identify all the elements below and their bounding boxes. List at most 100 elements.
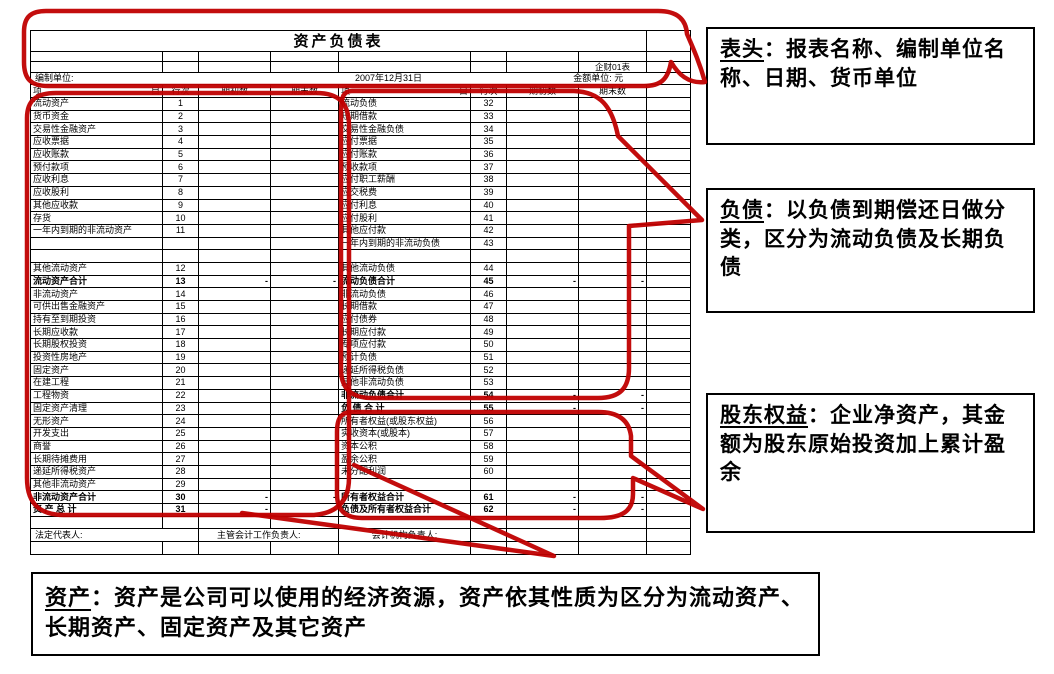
amount-cell	[270, 300, 339, 314]
currency-unit: 金额单位: 元	[506, 72, 691, 85]
line-no-cell: 36	[470, 147, 507, 162]
amount-cell	[198, 515, 271, 530]
amount-cell	[506, 515, 579, 530]
line-no-cell	[470, 249, 507, 263]
form-number-row: 企财01表	[30, 61, 692, 73]
table-row: 长期应收款 17 长期应付款 49	[30, 325, 692, 340]
table-row: 工程物资 22 非流动负债合计 54- -	[30, 388, 692, 403]
amount-cell	[577, 426, 648, 441]
amount-cell	[577, 363, 648, 378]
line-no-cell: 51	[470, 350, 507, 365]
line-no-column-header: 行次	[470, 84, 507, 98]
item-cell: 所有者权益合计	[338, 490, 471, 504]
table-row: 在建工程 21 其他非流动负债 53	[30, 376, 692, 390]
item-cell: 其他应付款	[338, 223, 471, 238]
item-cell: 流动资产	[30, 97, 163, 111]
extra-cell	[470, 528, 507, 543]
item-cell: 一年内到期的非流动负债	[338, 236, 471, 251]
begin-balance-column-header: 期初数	[198, 84, 271, 98]
amount-cell	[270, 426, 339, 441]
extra-cell	[646, 300, 692, 314]
line-no-cell	[162, 515, 199, 530]
amount-cell	[270, 312, 339, 327]
extra-cell	[646, 426, 692, 441]
amount-cell	[506, 363, 579, 378]
amount-cell	[577, 287, 648, 301]
line-no-cell: 13	[162, 274, 199, 289]
amount-cell	[270, 350, 339, 365]
amount-cell	[506, 376, 579, 390]
extra-cell	[646, 287, 692, 301]
amount-cell	[198, 135, 271, 149]
amount-cell	[270, 147, 339, 162]
amount-cell	[270, 185, 339, 200]
amount-cell	[506, 160, 579, 175]
table-row: 一年内到期的非流动负债 43	[30, 236, 692, 251]
amount-cell	[198, 173, 271, 187]
callout-term: 表头	[720, 38, 764, 61]
line-no-cell: 27	[162, 452, 199, 466]
callout-body: ：以负债到期偿还日做分类，区分为流动负债及长期负债	[720, 199, 1006, 280]
line-no-cell: 33	[470, 109, 507, 124]
callout-liabilities-note: 负债：以负债到期偿还日做分类，区分为流动负债及长期负债	[706, 188, 1035, 313]
amount-cell	[198, 223, 271, 238]
item-cell: 交易性金融负债	[338, 122, 471, 137]
line-no-cell: 58	[470, 439, 507, 454]
amount-cell	[198, 122, 271, 137]
table-row: 应收利息 7 应付职工薪酬 38	[30, 173, 692, 187]
line-no-cell: 15	[162, 300, 199, 314]
amount-cell	[270, 325, 339, 340]
amount-cell	[198, 109, 271, 124]
callout-body: ：报表名称、编制单位名称、日期、货币单位	[720, 38, 1006, 90]
line-no-cell: 9	[162, 198, 199, 213]
item-cell: 递延所得税资产	[30, 464, 163, 479]
item-cell: 应收票据	[30, 135, 163, 149]
line-no-cell: 60	[470, 464, 507, 479]
table-row: 资 产 总 计 31- - 负债及所有者权益合计 62- -	[30, 503, 692, 517]
line-no-cell: 12	[162, 261, 199, 276]
table-row: 无形资产 24 所有者权益(或股东权益) 56	[30, 414, 692, 428]
amount-cell	[270, 388, 339, 403]
amount-cell	[577, 312, 648, 327]
amount-cell	[577, 464, 648, 479]
extra-cell	[646, 173, 692, 187]
amount-cell	[506, 541, 579, 555]
callout-term: 资产	[45, 585, 92, 610]
item-cell: 其他非流动资产	[30, 477, 163, 492]
line-no-cell: 52	[470, 363, 507, 378]
item-cell: 开发支出	[30, 426, 163, 441]
callout-assets-note: 资产：资产是公司可以使用的经济资源，资产依其性质为区分为流动资产、长期资产、固定…	[31, 572, 820, 656]
item-cell	[338, 249, 471, 263]
item-cell: 预付款项	[30, 160, 163, 175]
amount-cell	[198, 198, 271, 213]
sheet-title: 资产负债表	[29, 30, 648, 52]
amount-cell	[506, 300, 579, 314]
line-no-cell: 59	[470, 452, 507, 466]
line-no-cell: 41	[470, 211, 507, 225]
item-cell: 资本公积	[338, 439, 471, 454]
line-no-cell: 56	[470, 414, 507, 428]
amount-cell	[270, 261, 339, 276]
extra-cell	[646, 236, 692, 251]
line-no-cell: 29	[162, 477, 199, 492]
extra-cell	[646, 198, 692, 213]
item-cell: 负 债 合 计	[338, 401, 471, 416]
extra-cell	[646, 135, 692, 149]
item-cell: 递延所得税负债	[338, 363, 471, 378]
form-number: 企财01表	[577, 61, 648, 73]
callout-term: 负债	[720, 199, 764, 222]
amount-cell	[577, 236, 648, 251]
line-no-cell: 5	[162, 147, 199, 162]
amount-cell	[506, 325, 579, 340]
item-cell: 长期借款	[338, 300, 471, 314]
line-no-cell: 19	[162, 350, 199, 365]
amount-cell	[506, 261, 579, 276]
amount-cell	[577, 325, 648, 340]
amount-cell	[198, 185, 271, 200]
line-no-cell	[162, 541, 199, 555]
extra-cell	[646, 363, 692, 378]
amount-cell: -	[506, 274, 579, 289]
line-no-cell: 45	[470, 274, 507, 289]
amount-cell	[577, 185, 648, 200]
callout-header-note: 表头：报表名称、编制单位名称、日期、货币单位	[706, 27, 1035, 145]
